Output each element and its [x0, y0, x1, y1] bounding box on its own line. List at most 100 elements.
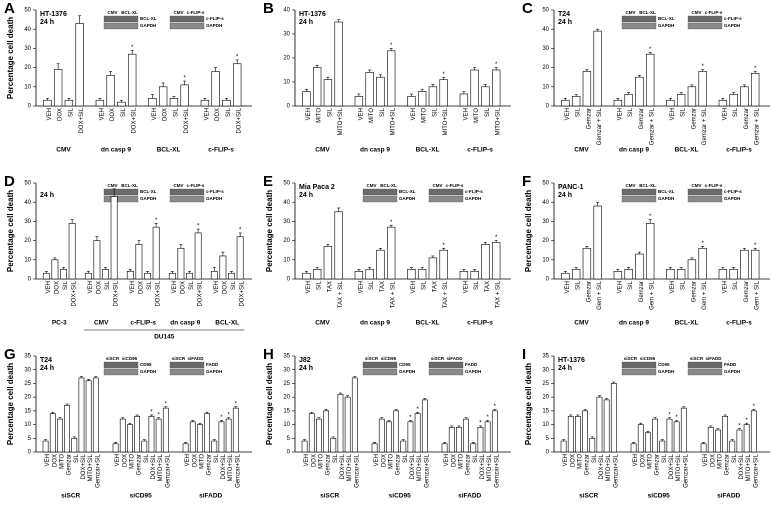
y-tick-label: 5 — [546, 436, 550, 442]
x-tick-label: VEH — [185, 454, 191, 466]
x-tick-label: SIL — [121, 107, 127, 117]
x-tick-label: VEH — [463, 281, 469, 293]
x-tick-label: Gemzar — [586, 281, 592, 302]
x-tick-label: SIL — [105, 280, 111, 290]
y-tick-label: 40 — [283, 8, 290, 14]
y-tick-label: 10 — [283, 257, 290, 263]
group-label: dn casp 9 — [360, 320, 390, 327]
group-label: CMV — [315, 320, 330, 327]
bar — [491, 242, 501, 280]
bar — [613, 99, 623, 107]
x-tick-label: Gemzar + SIL — [755, 107, 761, 145]
blot-row-label: GAPDH — [140, 23, 156, 28]
bar — [42, 272, 50, 280]
bar — [596, 396, 603, 453]
y-tick-label: 30 — [24, 367, 31, 373]
group-label: siSCR — [61, 493, 80, 500]
y-tick-label: 20 — [283, 238, 290, 244]
bar — [571, 269, 581, 280]
group-label: siFADD — [458, 493, 481, 500]
bar — [189, 421, 196, 453]
bar — [484, 421, 491, 453]
significance-star: * — [495, 235, 498, 241]
y-tick-label: 30 — [24, 46, 31, 52]
bar — [152, 226, 160, 280]
x-tick-label: SIL — [214, 453, 220, 463]
bar — [718, 269, 728, 280]
bar — [211, 71, 220, 107]
y-tick-label: 0 — [546, 104, 550, 110]
blot-row-label: BCL-XL — [140, 16, 157, 21]
bar — [177, 247, 185, 280]
bar — [218, 421, 225, 453]
x-tick-label: Gemzar+SIL — [494, 453, 500, 488]
bar — [729, 440, 736, 453]
x-tick-label: Gemzar — [744, 108, 750, 129]
bar — [481, 86, 490, 107]
significance-star: * — [236, 54, 239, 60]
blot-row-label: FADD — [206, 362, 219, 367]
significance-star: * — [753, 404, 756, 410]
x-tick-label: DOX — [138, 281, 144, 294]
bar — [158, 86, 168, 107]
y-tick-label: 50 — [542, 181, 549, 187]
bar — [64, 405, 70, 453]
bar — [687, 86, 697, 107]
bar — [312, 269, 322, 280]
time-label: 24 h — [299, 192, 313, 199]
x-tick-label: SIL — [628, 280, 634, 290]
x-tick-label: Gem + SIL — [755, 280, 761, 310]
bar — [312, 67, 322, 107]
bar — [365, 269, 374, 280]
x-tick-label: Gemzar — [691, 108, 697, 129]
blot-lane-label: siSCR — [431, 356, 445, 361]
significance-star: * — [701, 241, 704, 247]
significance-star: * — [494, 404, 497, 410]
bar — [134, 416, 140, 453]
panel-letter: E — [263, 173, 273, 190]
blot-lane-label: siFADD — [705, 356, 722, 361]
blot-band — [687, 188, 723, 196]
x-tick-label: DOX+SIL — [237, 107, 243, 133]
bar — [470, 443, 477, 453]
y-tick-label: 30 — [283, 32, 290, 38]
bar — [687, 259, 697, 280]
x-tick-label: Gemzar — [639, 281, 645, 302]
x-tick-label: VEH — [304, 454, 310, 466]
y-tick-label: 0 — [28, 277, 32, 283]
significance-star: * — [754, 243, 757, 249]
bar — [308, 413, 315, 453]
y-tick-label: 15 — [542, 408, 549, 414]
x-tick-label: SIL — [74, 453, 80, 463]
group-label: CMV — [56, 147, 71, 154]
x-tick-label: MITO — [317, 108, 323, 123]
x-tick-label: SIL — [173, 107, 179, 117]
group-label: CMV — [315, 147, 330, 154]
y-tick-label: 20 — [24, 65, 31, 71]
bar — [210, 271, 218, 280]
blot-band — [362, 195, 398, 203]
y-tick-label: 35 — [24, 354, 31, 360]
bar — [354, 96, 364, 107]
group-label: c-FLIP-s — [726, 147, 752, 154]
x-tick-label: MITO — [578, 454, 584, 469]
group-label: dn casp 9 — [619, 147, 649, 154]
blot-row-label: GAPDH — [724, 369, 740, 374]
bar — [78, 377, 85, 453]
significance-star: * — [442, 72, 445, 78]
x-tick-label: MITO — [200, 454, 206, 469]
blot-band — [621, 368, 657, 376]
cell-line: T24 — [40, 357, 52, 364]
bar — [168, 272, 176, 280]
x-tick-label: VEH — [411, 281, 417, 293]
x-tick-label: DOX — [122, 454, 128, 467]
bar — [491, 69, 501, 107]
y-tick-label: 25 — [24, 381, 31, 387]
y-axis-label: Percentage cell death — [524, 363, 533, 445]
x-tick-label: VEH — [47, 108, 53, 120]
y-tick-label: 30 — [542, 46, 549, 52]
x-tick-label: VEH — [88, 281, 94, 293]
bar — [707, 427, 714, 453]
x-tick-label: TAX — [327, 281, 333, 292]
bar — [323, 246, 333, 280]
